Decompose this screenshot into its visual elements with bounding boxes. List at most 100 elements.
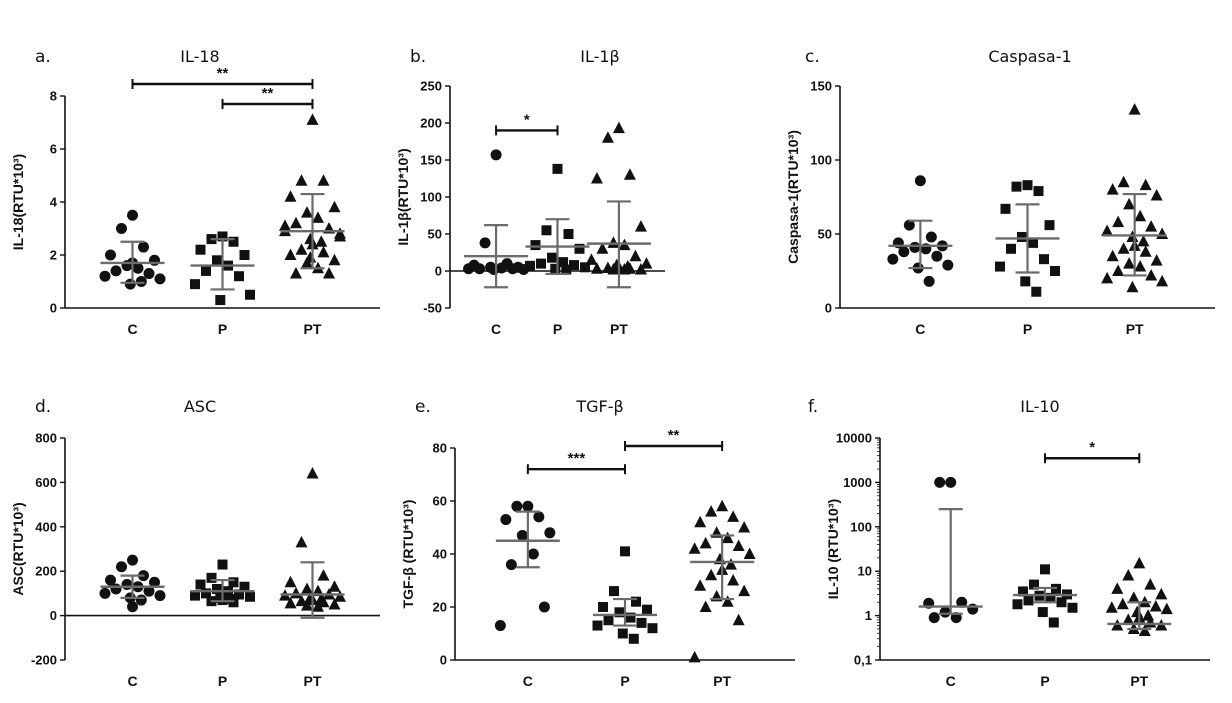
- data-point: [636, 617, 647, 628]
- y-tick-label: -200: [31, 653, 57, 668]
- data-point: [642, 604, 652, 615]
- data-point: [541, 225, 552, 236]
- data-point: [124, 278, 136, 290]
- data-point: [116, 561, 127, 573]
- x-tick-label: P: [218, 673, 227, 689]
- data-point: [738, 521, 751, 533]
- data-point: [634, 263, 647, 275]
- data-point: [724, 558, 737, 570]
- data-point: [143, 585, 155, 597]
- x-tick-label: C: [127, 321, 137, 337]
- data-point: [1155, 587, 1168, 600]
- data-point: [1101, 224, 1114, 237]
- data-point: [1122, 613, 1135, 625]
- data-point: [334, 590, 346, 602]
- data-point: [228, 597, 239, 608]
- panel-3: d. ASC ASC(RTU*10³) -200 0 200 400 600 800 C P PT: [10, 397, 380, 689]
- data-point: [323, 267, 335, 279]
- x-tick-label: P: [218, 321, 227, 337]
- data-point: [234, 271, 244, 282]
- panel-letter: e.: [415, 397, 431, 417]
- significance-label: *: [1089, 439, 1095, 456]
- significance-label: *: [524, 111, 530, 128]
- data-point: [699, 600, 712, 612]
- y-axis-label: IL-18(RTU*10³): [10, 154, 26, 250]
- data-point: [328, 200, 341, 213]
- data-point: [628, 633, 639, 644]
- data-point: [647, 623, 658, 634]
- data-point: [317, 245, 330, 258]
- data-point: [1126, 280, 1139, 293]
- data-point: [727, 574, 740, 586]
- data-point: [738, 584, 751, 597]
- data-point: [694, 579, 707, 591]
- x-tick-label: PT: [1126, 321, 1144, 337]
- x-tick-label: C: [523, 673, 533, 689]
- data-point: [490, 149, 502, 161]
- data-point: [1112, 215, 1125, 228]
- data-point: [135, 276, 147, 287]
- panel-title: IL-18: [180, 47, 219, 66]
- data-point: [590, 172, 603, 184]
- data-point: [1137, 234, 1150, 247]
- y-axis-label: TGF-β (RTU*10³): [400, 500, 416, 609]
- data-point: [488, 264, 500, 276]
- data-point: [925, 231, 937, 243]
- significance-label: ***: [568, 450, 586, 467]
- data-point: [699, 536, 712, 549]
- y-tick-label: 80: [433, 441, 447, 456]
- data-point: [1138, 624, 1151, 636]
- x-tick-label: P: [1023, 321, 1032, 337]
- data-point: [317, 174, 330, 186]
- data-point: [1144, 578, 1157, 590]
- data-point: [328, 598, 341, 610]
- data-point: [1128, 103, 1141, 115]
- data-point: [1105, 601, 1118, 613]
- data-point: [149, 576, 160, 588]
- y-tick-label: 6: [50, 142, 57, 157]
- data-point: [110, 583, 122, 595]
- data-point: [1134, 260, 1147, 272]
- data-point: [507, 263, 519, 275]
- data-point: [928, 612, 940, 624]
- data-point: [1023, 595, 1034, 606]
- data-point: [574, 243, 585, 254]
- data-point: [1106, 183, 1119, 195]
- data-point: [544, 527, 556, 539]
- data-point: [1044, 220, 1055, 231]
- y-tick-label: 10000: [836, 431, 872, 446]
- data-point: [563, 229, 574, 239]
- data-point: [1020, 276, 1031, 287]
- data-point: [284, 190, 297, 202]
- data-point: [1029, 579, 1039, 590]
- x-tick-label: PT: [610, 321, 628, 337]
- data-point: [1145, 220, 1158, 232]
- data-point: [603, 615, 614, 626]
- x-tick-label: P: [620, 673, 629, 689]
- data-point: [1037, 607, 1048, 618]
- data-point: [592, 620, 603, 631]
- data-point: [127, 554, 138, 566]
- data-point: [110, 265, 122, 277]
- panel-1: b. IL-1β IL-1β(RTU*10³) -50 0 50 100 150 200 250 C…: [395, 47, 665, 337]
- data-point: [306, 467, 319, 479]
- data-point: [312, 600, 324, 612]
- data-point: [1017, 231, 1027, 242]
- data-point: [618, 263, 631, 275]
- data-point: [1111, 582, 1124, 594]
- data-point: [688, 650, 701, 663]
- data-point: [138, 241, 149, 253]
- data-point: [552, 163, 563, 174]
- y-tick-label: 600: [35, 475, 57, 490]
- data-point: [1056, 597, 1067, 608]
- data-point: [284, 575, 297, 588]
- data-point: [1150, 254, 1163, 266]
- data-point: [284, 248, 297, 260]
- data-point: [105, 574, 116, 586]
- data-point: [1139, 178, 1152, 191]
- x-tick-label: P: [1040, 673, 1049, 689]
- data-point: [527, 548, 539, 560]
- data-point: [1145, 268, 1158, 281]
- y-tick-label: 20: [433, 600, 447, 615]
